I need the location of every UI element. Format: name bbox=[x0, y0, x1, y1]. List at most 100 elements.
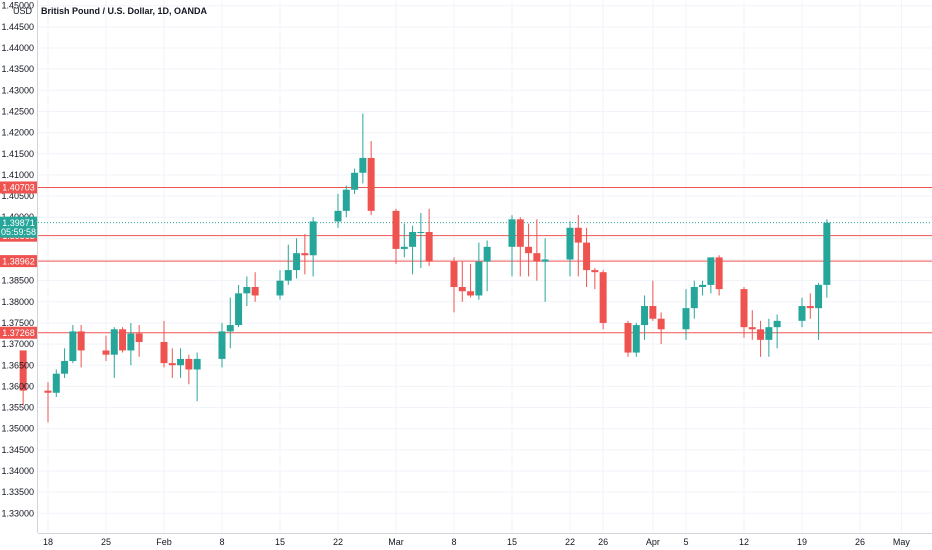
candle-bullish[interactable] bbox=[235, 284, 243, 328]
candle-bearish[interactable] bbox=[44, 382, 52, 423]
candle-body bbox=[251, 286, 259, 296]
candle-bullish[interactable] bbox=[193, 352, 201, 402]
candle-body bbox=[715, 257, 723, 290]
candle-bullish[interactable] bbox=[276, 270, 284, 300]
candle-body bbox=[359, 157, 367, 173]
y-tick-label: 1.41000 bbox=[1, 170, 34, 180]
candle-bullish[interactable] bbox=[342, 185, 350, 218]
candle-bearish[interactable] bbox=[392, 208, 400, 264]
candle-bullish[interactable] bbox=[69, 325, 77, 364]
candle-bullish[interactable] bbox=[359, 113, 367, 184]
candle-bullish[interactable] bbox=[417, 212, 425, 268]
candle-bearish[interactable] bbox=[806, 293, 814, 319]
candle-bearish[interactable] bbox=[467, 263, 475, 298]
candle-body bbox=[135, 333, 143, 342]
candle-bullish[interactable] bbox=[682, 289, 690, 340]
candle-bullish[interactable] bbox=[483, 240, 491, 292]
candle-bearish[interactable] bbox=[748, 310, 756, 340]
candle-bearish[interactable] bbox=[425, 208, 433, 266]
candle-bearish[interactable] bbox=[119, 327, 127, 353]
candle-bearish[interactable] bbox=[450, 257, 458, 313]
candle-bearish[interactable] bbox=[599, 270, 607, 330]
candle-bearish[interactable] bbox=[757, 320, 765, 357]
candle-body bbox=[425, 232, 433, 262]
candle-bearish[interactable] bbox=[301, 234, 309, 275]
x-tick-label: 8 bbox=[451, 537, 456, 547]
candle-bearish[interactable] bbox=[516, 217, 524, 277]
candle-bullish[interactable] bbox=[508, 215, 516, 277]
candle-bearish[interactable] bbox=[160, 320, 168, 368]
candle-bullish[interactable] bbox=[798, 297, 806, 328]
candle-bearish[interactable] bbox=[657, 312, 665, 345]
candle-bullish[interactable] bbox=[409, 225, 417, 275]
level-price-label: 1.37268 bbox=[2, 328, 35, 338]
candle-bullish[interactable] bbox=[632, 322, 640, 357]
candle-bearish[interactable] bbox=[185, 354, 193, 385]
candle-body bbox=[757, 329, 765, 340]
candle-bullish[interactable] bbox=[110, 327, 118, 378]
candle-body bbox=[483, 246, 491, 262]
candle-bearish[interactable] bbox=[168, 348, 176, 378]
candle-body bbox=[773, 320, 781, 328]
candle-body bbox=[301, 253, 309, 256]
candle-body bbox=[293, 253, 301, 271]
candle-bearish[interactable] bbox=[591, 267, 599, 290]
candle-bullish[interactable] bbox=[815, 282, 823, 340]
candle-bullish[interactable] bbox=[475, 242, 483, 300]
candle-bullish[interactable] bbox=[293, 238, 301, 279]
candle-bullish[interactable] bbox=[400, 223, 408, 258]
candle-body bbox=[276, 280, 284, 296]
candle-bearish[interactable] bbox=[525, 223, 533, 277]
candle-bullish[interactable] bbox=[707, 257, 715, 294]
candle-bearish[interactable] bbox=[135, 325, 143, 357]
candle-bullish[interactable] bbox=[541, 238, 549, 302]
candle-bullish[interactable] bbox=[284, 244, 292, 285]
x-tick-label: Feb bbox=[156, 537, 172, 547]
candle-bullish[interactable] bbox=[127, 322, 135, 366]
y-tick-label: 1.34500 bbox=[1, 445, 34, 455]
candle-bearish[interactable] bbox=[77, 325, 85, 368]
candle-bearish[interactable] bbox=[19, 350, 27, 406]
candle-bearish[interactable] bbox=[624, 320, 632, 357]
candle-body bbox=[160, 341, 168, 364]
candle-bullish[interactable] bbox=[52, 369, 60, 397]
x-tick-label: 19 bbox=[797, 537, 807, 547]
level-price-label: 1.38962 bbox=[2, 256, 35, 266]
candle-bullish[interactable] bbox=[61, 348, 69, 378]
candle-bearish[interactable] bbox=[574, 215, 582, 277]
candle-bullish[interactable] bbox=[690, 280, 698, 319]
candle-bullish[interactable] bbox=[699, 280, 707, 296]
candle-body bbox=[450, 261, 458, 287]
x-tick-label: 5 bbox=[683, 537, 688, 547]
candle-bearish[interactable] bbox=[367, 141, 375, 216]
candle-bullish[interactable] bbox=[226, 297, 234, 349]
candle-bearish[interactable] bbox=[715, 255, 723, 296]
candle-bullish[interactable] bbox=[641, 295, 649, 340]
candle-bearish[interactable] bbox=[533, 219, 541, 281]
y-tick-label: 1.38500 bbox=[1, 276, 34, 286]
candle-bullish[interactable] bbox=[243, 276, 251, 307]
candle-bearish[interactable] bbox=[102, 335, 110, 362]
time-axis[interactable]: 18 25 Feb 8 15 22 Mar 8 15 22 26 Apr 5 12 19 26 May bbox=[43, 537, 910, 547]
candle-bearish[interactable] bbox=[583, 227, 591, 287]
candle-body bbox=[641, 306, 649, 326]
candle-bullish[interactable] bbox=[773, 314, 781, 349]
candle-bullish[interactable] bbox=[177, 348, 185, 378]
candle-bullish[interactable] bbox=[823, 219, 831, 298]
candle-bullish[interactable] bbox=[351, 168, 359, 194]
candle-bullish[interactable] bbox=[218, 322, 226, 368]
candle-bearish[interactable] bbox=[649, 280, 657, 321]
candle-bearish[interactable] bbox=[458, 261, 466, 302]
candle-bullish[interactable] bbox=[334, 193, 342, 228]
candle-body bbox=[351, 172, 359, 190]
candle-body bbox=[127, 333, 135, 351]
candle-bullish[interactable] bbox=[309, 217, 317, 277]
price-axis[interactable]: 1.33000 1.33500 1.34000 1.34500 1.35000 1.355… bbox=[1, 0, 38, 533]
candle-bullish[interactable] bbox=[566, 221, 574, 277]
candle-bearish[interactable] bbox=[740, 286, 748, 338]
candle-bullish[interactable] bbox=[765, 318, 773, 357]
candle-bearish[interactable] bbox=[251, 272, 259, 302]
candles[interactable] bbox=[19, 113, 831, 423]
candle-body bbox=[218, 331, 226, 359]
